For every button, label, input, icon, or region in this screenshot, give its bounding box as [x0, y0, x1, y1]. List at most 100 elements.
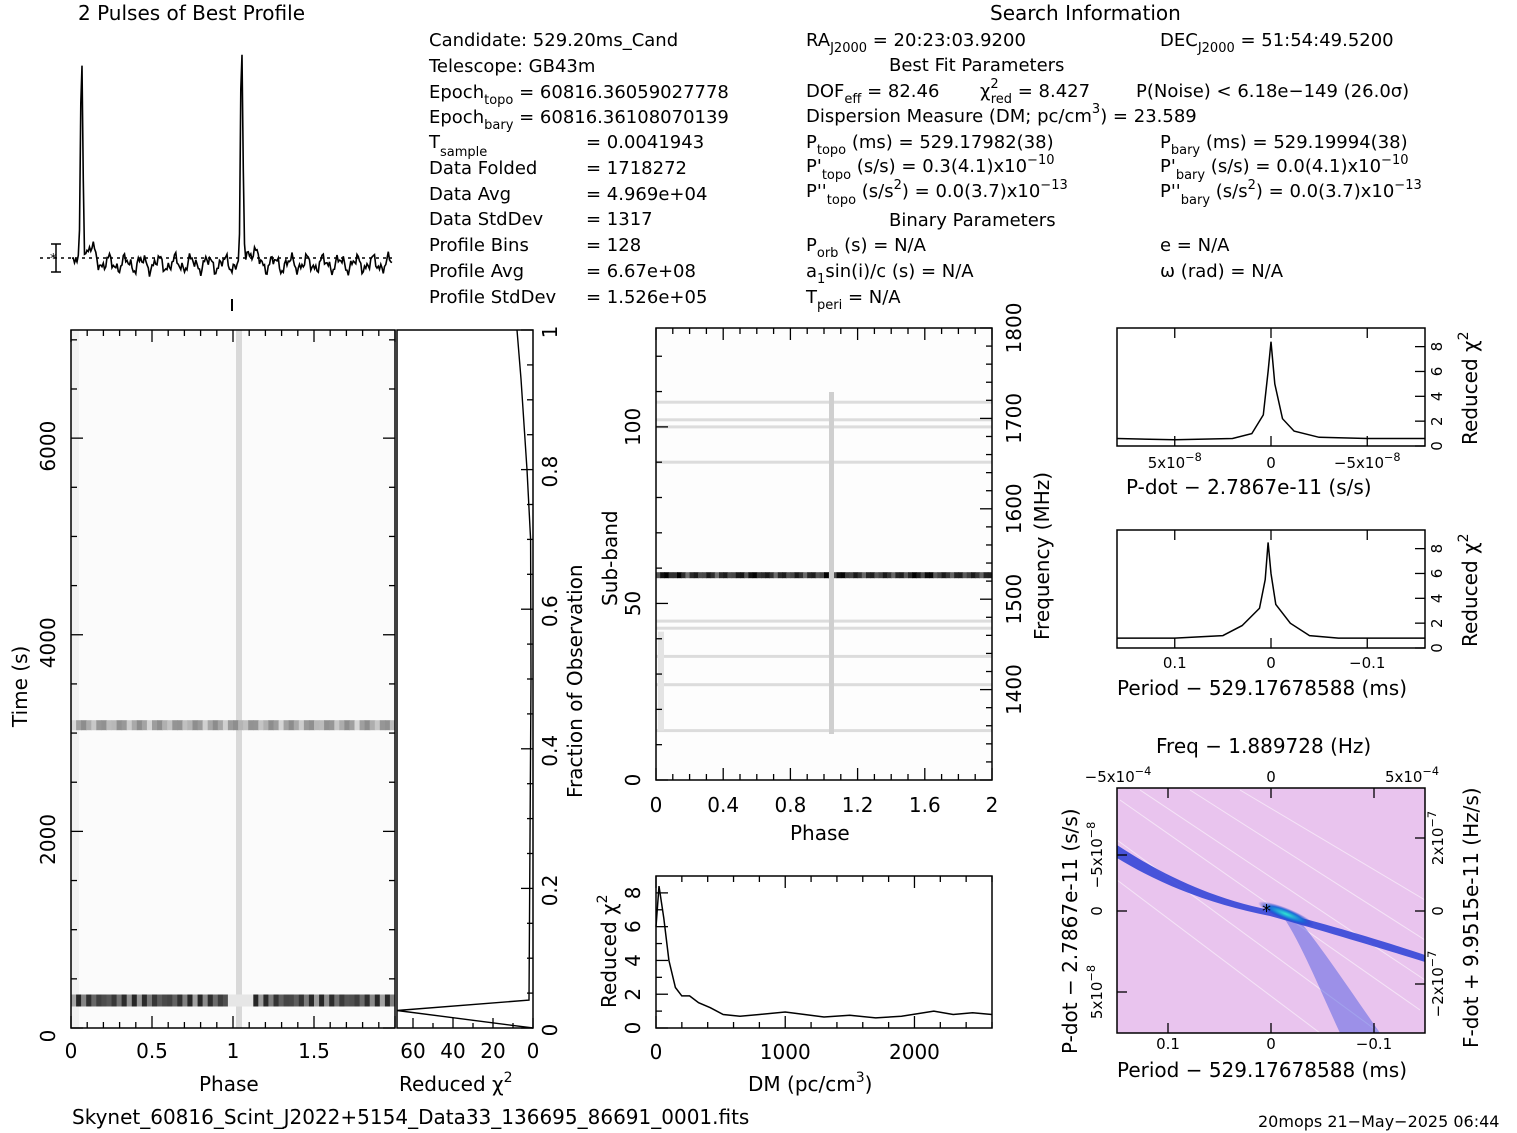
subband-x-tick-label: 2 [986, 793, 999, 817]
period-y-tick-label: 8 [1428, 544, 1446, 554]
pdot-x-tick-label: 0 [1266, 454, 1276, 472]
subband-faint-row [656, 400, 992, 404]
p-noise: P(Noise) < 6.18e−149 (26.0σ) [1136, 81, 1409, 102]
period-y-tick-label: 2 [1428, 618, 1446, 628]
p-orb: Porb (s) = N/A [806, 235, 927, 261]
frequency-y-tick-label: 1500 [1002, 574, 1026, 625]
period-chi-plot: 0.1 0 −0.1 0 2 4 6 8 Period − 529.17678588 (ms… [1116, 529, 1482, 700]
p-pdot-fdot-tick-label: −2x10−7 [1426, 951, 1447, 1018]
p-pdot-main-band [1117, 845, 1425, 962]
chi-red: χ2 red = 8.427 [980, 77, 1090, 107]
p-pdot-fdot-tick-label: 0 [1429, 906, 1447, 916]
pdot-y-tick-label: 4 [1428, 392, 1446, 402]
search-info: RAJ2000 = 20:23:03.9200 DECJ2000 = 51:54… [805, 30, 1422, 313]
pddot-bary: P''bary (s/s2) = 0.0(3.7)x10−13 [1160, 178, 1422, 208]
pdot-y-tick-label: 2 [1428, 416, 1446, 426]
chi-fraction-ylabel: Fraction of Observation [563, 564, 587, 798]
time-phase-xlabel: Phase [199, 1072, 259, 1096]
p-pdot-y-tick-label: 5x10−8 [1085, 965, 1106, 1019]
pdot-topo: P'topo (s/s) = 0.3(4.1)x10−10 [806, 153, 1054, 183]
chi-fraction-y-tick-label: 0 [538, 1024, 562, 1037]
info-tsample-value: = 0.0041943 [586, 132, 704, 153]
time-phase-y-tick-label: 4000 [36, 617, 60, 668]
time-phase-y-tick-label: 2000 [36, 814, 60, 865]
best-fit-title: Best Fit Parameters [889, 55, 1064, 76]
p-pdot-freq-tick-label: −5x10−4 [1085, 765, 1152, 786]
dm-chi-line [655, 885, 993, 1019]
info-tsample: Tsample [428, 132, 487, 160]
info-profile-bins-value: = 128 [586, 235, 641, 256]
info-data-folded-value: = 1718272 [586, 158, 687, 179]
pdot-y-tick-label: 6 [1428, 367, 1446, 377]
subband-faint-row [656, 654, 992, 658]
period-y-tick-label: 6 [1428, 569, 1446, 579]
p-pdot-x-tick-label: −0.1 [1356, 1035, 1392, 1053]
info-telescope: Telescope: GB43m [428, 56, 595, 77]
dm-best: Dispersion Measure (DM; pc/cm3) = 23.589 [806, 102, 1197, 127]
info-profile-avg-label: Profile Avg [429, 261, 524, 282]
pdot-x-tick-label: 5x10−8 [1148, 451, 1202, 472]
time-phase-pulse-column [236, 330, 242, 1028]
period-x-tick-label: −0.1 [1349, 654, 1385, 672]
omega: ω (rad) = N/A [1160, 261, 1284, 282]
pdot-x-tick-label: −5x10−8 [1334, 451, 1401, 472]
time-phase-ylabel: Time (s) [8, 646, 32, 728]
chi-fraction-x-tick-label: 20 [480, 1039, 505, 1063]
dm-xlabel: DM (pc/cm3) [748, 1070, 872, 1096]
info-data-avg-value: = 4.969e+04 [586, 184, 707, 205]
info-data-avg-label: Data Avg [429, 184, 511, 205]
info-data-std-label: Data StdDev [429, 209, 544, 230]
pdot-xlabel: P-dot − 2.7867e-11 (s/s) [1126, 475, 1372, 499]
subband-pulse-column [829, 392, 834, 734]
p-pdot-freq-tick-label: 0 [1266, 768, 1276, 786]
chi-fraction-xlabel: Reduced χ2 [399, 1070, 513, 1096]
subband-ylabel: Sub-band [598, 510, 622, 606]
subband-y-tick-label: 50 [621, 591, 645, 616]
dm-y-tick-label: 8 [621, 887, 645, 900]
time-phase-y-tick-label: 6000 [36, 421, 60, 472]
chi-fraction-line [396, 329, 534, 1029]
period-chi-line [1117, 542, 1425, 639]
period-y-tick-label: 4 [1428, 594, 1446, 604]
pdot-y-tick-label: 0 [1428, 441, 1446, 451]
subband-faint-row [656, 425, 992, 429]
p-pdot-xlabel: Period − 529.17678588 (ms) [1117, 1058, 1407, 1082]
subband-faint-row [656, 460, 992, 464]
subband-x-tick-label: 0 [650, 793, 663, 817]
chi-fraction-plot: 60 40 20 0 0 0.2 0.4 0.6 0.8 1 Reduced χ2 Fracti… [396, 326, 587, 1096]
profile-line [71, 54, 393, 277]
dec: DECJ2000 = 51:54:49.5200 [1160, 30, 1394, 56]
subband-faint-row [656, 683, 992, 687]
subband-faint-row [656, 626, 992, 630]
p-pdot-plane: * 0.1 0 −0.1 −5x10−4 0 5x10−4 −5x10−8 0 5x10−8 2x… [1058, 734, 1483, 1082]
info-profile-avg-value: = 6.67e+08 [586, 261, 696, 282]
frequency-y-tick-label: 1700 [1002, 393, 1026, 444]
info-candidate: Candidate: 529.20ms_Cand [429, 30, 678, 51]
pdot-chi-plot: 5x10−8 0 −5x10−8 0 2 4 6 8 P-dot − 2.7867e-11 … [1116, 327, 1482, 499]
time-phase-bright-row [71, 994, 396, 1007]
profile-error-bar: * [50, 243, 61, 273]
chi-fraction-y-tick-label: 0.8 [538, 456, 562, 488]
chi-fraction-y-tick-label: 0.4 [538, 735, 562, 767]
p-pdot-x-tick-label: 0 [1266, 1035, 1276, 1053]
p-pdot-best-marker: * [1262, 901, 1271, 922]
pddot-topo: P''topo (s/s2) = 0.0(3.7)x10−13 [806, 178, 1068, 208]
chi-fraction-x-tick-label: 60 [400, 1039, 425, 1063]
info-profile-bins-label: Profile Bins [429, 235, 529, 256]
time-phase-x-tick-label: 0.5 [136, 1039, 168, 1063]
chi-fraction-y-tick-label: 0.2 [538, 874, 562, 906]
time-phase-y-tick-label: 0 [36, 1030, 60, 1043]
dm-chi-plot: 0 1000 2000 0 2 4 6 8 DM (pc/cm3) Reduced χ2 [595, 875, 993, 1096]
ra: RAJ2000 = 20:23:03.9200 [806, 30, 1026, 56]
time-phase-x-tick-label: 0 [65, 1039, 78, 1063]
p-topo: Ptopo (ms) = 529.17982(38) [806, 132, 1054, 158]
subband-x-tick-label: 0.4 [707, 793, 739, 817]
profile-title: 2 Pulses of Best Profile [78, 1, 305, 25]
profile-plot: * [40, 54, 393, 311]
footer-filename: Skynet_60816_Scint_J2022+5154_Data33_136… [72, 1105, 749, 1129]
p-pdot-freq-tick-label: 5x10−4 [1385, 765, 1439, 786]
dm-x-tick-label: 0 [650, 1040, 663, 1064]
chi-fraction-x-tick-label: 0 [527, 1039, 540, 1063]
period-x-tick-label: 0.1 [1163, 654, 1187, 672]
